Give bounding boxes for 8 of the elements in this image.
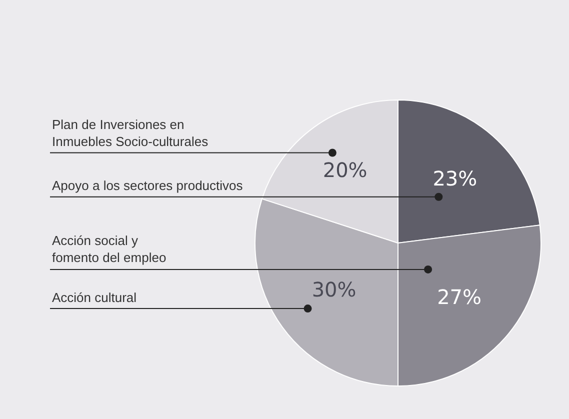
data-label: 27%	[437, 285, 482, 310]
slice-label: Acción social y fomento del empleo	[52, 233, 166, 265]
data-label: 30%	[312, 277, 356, 302]
slice-label: Acción cultural	[52, 290, 137, 305]
data-label: 23%	[432, 166, 478, 190]
slice-label: Apoyo a los sectores productivos	[52, 178, 244, 193]
data-label: 20%	[322, 158, 368, 182]
slice-label: Plan de Inversiones en Inmuebles Socio-culturales	[52, 117, 209, 149]
